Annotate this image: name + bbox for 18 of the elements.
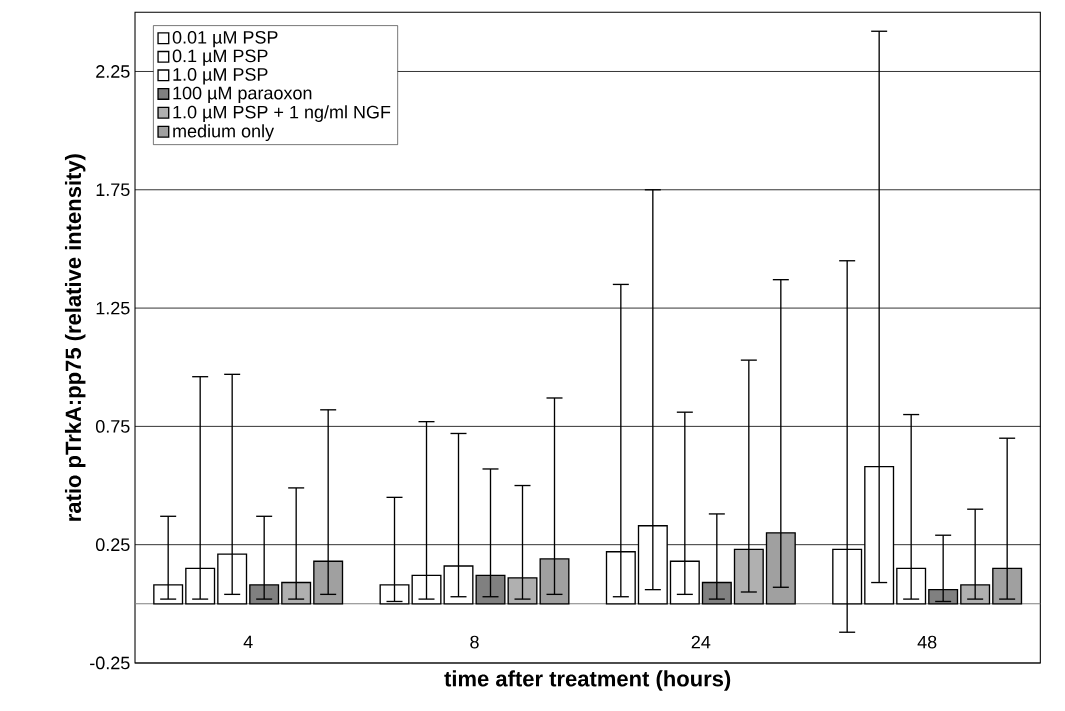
legend-label: medium only xyxy=(173,124,275,142)
x-tick-label: 48 xyxy=(917,635,937,649)
y-tick-label: 2.25 xyxy=(96,65,130,78)
x-axis-title: time after treatment (hours) xyxy=(444,670,731,691)
legend-label: 0.01 µM PSP xyxy=(172,30,278,48)
x-tick-label: 8 xyxy=(470,635,479,649)
y-tick-label: 0.75 xyxy=(95,420,130,433)
legend-label: 0.1 µM PSP xyxy=(172,49,268,66)
x-tick-label: 4 xyxy=(243,635,253,649)
y-tick-label: 1.75 xyxy=(96,183,130,197)
y-axis-title: ratio pTrkA:pp75 (relative intensity) xyxy=(64,154,86,521)
legend-label: 100 µM paraoxon xyxy=(173,86,312,103)
y-tick-label: 1.25 xyxy=(96,301,130,315)
y-tick-label: 0.25 xyxy=(95,538,130,552)
x-tick-label: 24 xyxy=(691,635,711,649)
y-tick-label: -0.25 xyxy=(90,656,130,670)
legend-label: 1.0 µM PSP + 1 ng/ml NGF xyxy=(173,105,391,122)
legend-label: 1.0 µM PSP xyxy=(173,68,268,85)
